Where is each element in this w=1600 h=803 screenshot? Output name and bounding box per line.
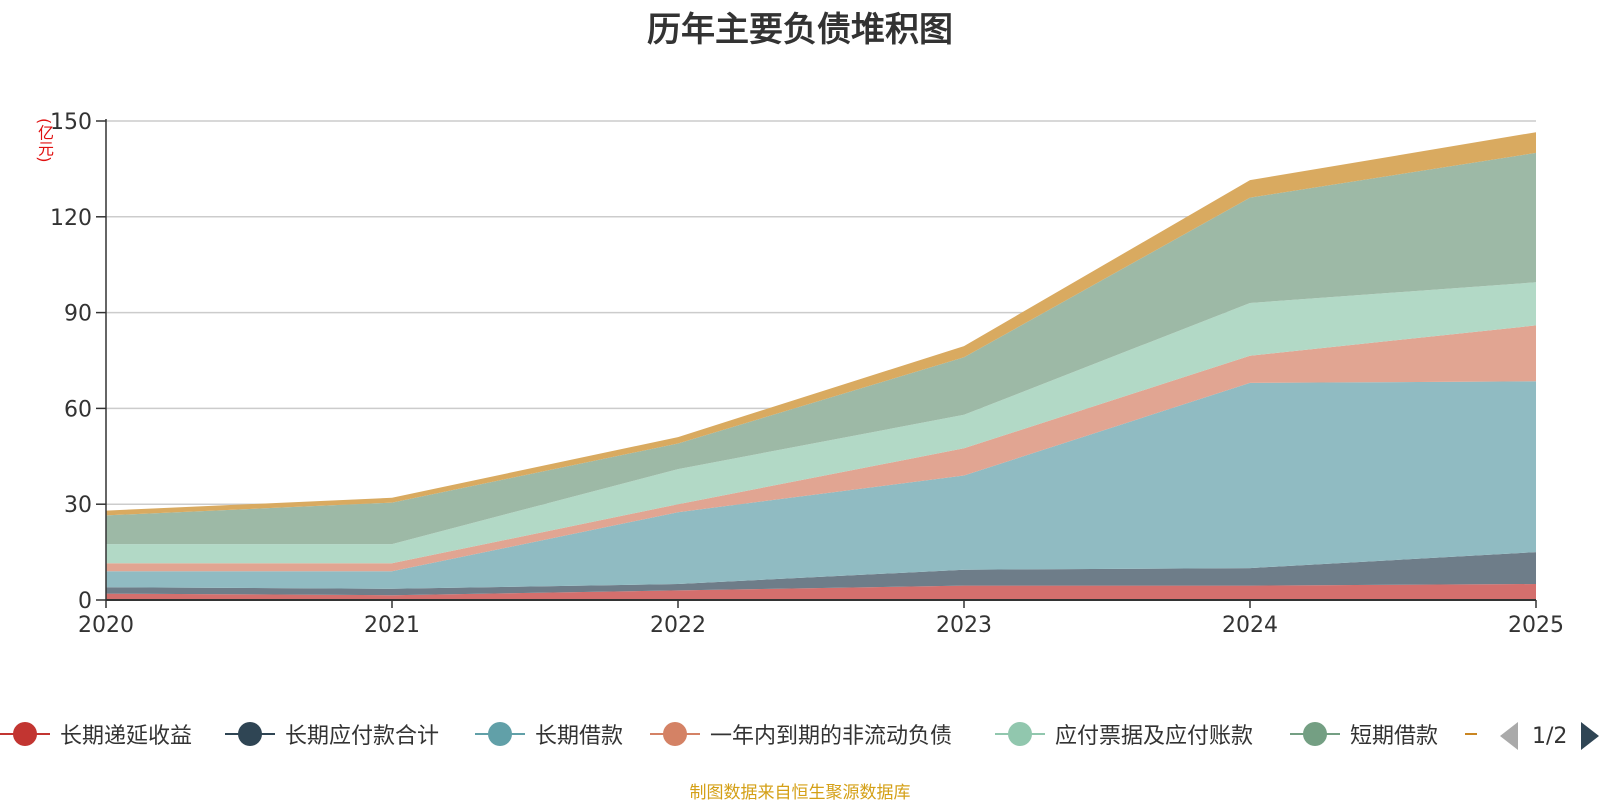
legend-item[interactable]: 长期应付款合计 bbox=[225, 714, 439, 754]
area-series-1 bbox=[106, 584, 1536, 600]
legend-symbol-icon bbox=[225, 714, 275, 754]
legend-label: 长期借款 bbox=[535, 724, 624, 749]
legend-page-indicator: 1/2 bbox=[1532, 723, 1568, 749]
legend-next-icon[interactable] bbox=[1581, 722, 1600, 750]
legend-item[interactable] bbox=[1465, 714, 1479, 754]
y-axis-unit: (亿元) bbox=[35, 118, 54, 163]
legend-prev-icon[interactable] bbox=[1500, 722, 1518, 750]
x-tick-label: 2023 bbox=[936, 613, 992, 638]
legend: 长期递延收益 长期应付款合计 长期借款 一年内到期的非流动负债 应付票据及应付账款 短期借… bbox=[0, 714, 1600, 754]
x-tick-label: 2020 bbox=[78, 613, 134, 638]
area-series-6 bbox=[106, 152, 1536, 545]
legend-label: 一年内到期的非流动负债 bbox=[710, 724, 953, 749]
legend-label: 应付票据及应付账款 bbox=[1055, 724, 1254, 749]
legend-item[interactable]: 短期借款 bbox=[1290, 714, 1438, 754]
legend-symbol-icon bbox=[0, 714, 50, 754]
legend-pager: 1/2 bbox=[1500, 716, 1600, 756]
x-tick-label: 2024 bbox=[1222, 613, 1278, 638]
data-source-note: 制图数据来自恒生聚源数据库 bbox=[689, 783, 911, 803]
legend-symbol-icon bbox=[1465, 714, 1479, 754]
y-tick-label: 120 bbox=[50, 206, 92, 231]
chart-title: 历年主要负债堆积图 bbox=[647, 10, 953, 50]
area-series-4 bbox=[106, 325, 1536, 572]
legend-label: 长期应付款合计 bbox=[285, 724, 440, 749]
x-tick-label: 2025 bbox=[1508, 613, 1564, 638]
legend-item[interactable]: 长期借款 bbox=[475, 714, 623, 754]
y-tick-label: 60 bbox=[64, 397, 92, 422]
legend-symbol-icon bbox=[475, 714, 525, 754]
area-series-7 bbox=[106, 132, 1536, 516]
legend-label: 长期递延收益 bbox=[60, 724, 193, 749]
legend-item[interactable]: 一年内到期的非流动负债 bbox=[650, 714, 952, 754]
y-tick-label: 0 bbox=[78, 589, 92, 614]
legend-symbol-icon bbox=[650, 714, 700, 754]
legend-symbol-icon bbox=[1290, 714, 1340, 754]
x-tick-label: 2022 bbox=[650, 613, 706, 638]
y-tick-label: 150 bbox=[50, 110, 92, 135]
legend-item[interactable]: 应付票据及应付账款 bbox=[995, 714, 1253, 754]
y-tick-label: 30 bbox=[64, 493, 92, 518]
area-series-5 bbox=[106, 282, 1536, 564]
legend-symbol-icon bbox=[995, 714, 1045, 754]
area-series-3 bbox=[106, 381, 1536, 589]
legend-item[interactable]: 长期递延收益 bbox=[0, 714, 192, 754]
area-series-2 bbox=[106, 552, 1536, 596]
x-tick-label: 2021 bbox=[364, 613, 420, 638]
y-tick-label: 90 bbox=[64, 302, 92, 327]
legend-label: 短期借款 bbox=[1350, 724, 1439, 749]
